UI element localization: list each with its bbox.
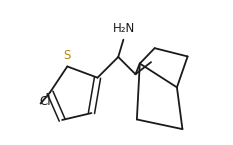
Text: H₂N: H₂N [113,21,135,35]
Text: S: S [64,49,71,62]
Text: Cl: Cl [39,95,51,108]
